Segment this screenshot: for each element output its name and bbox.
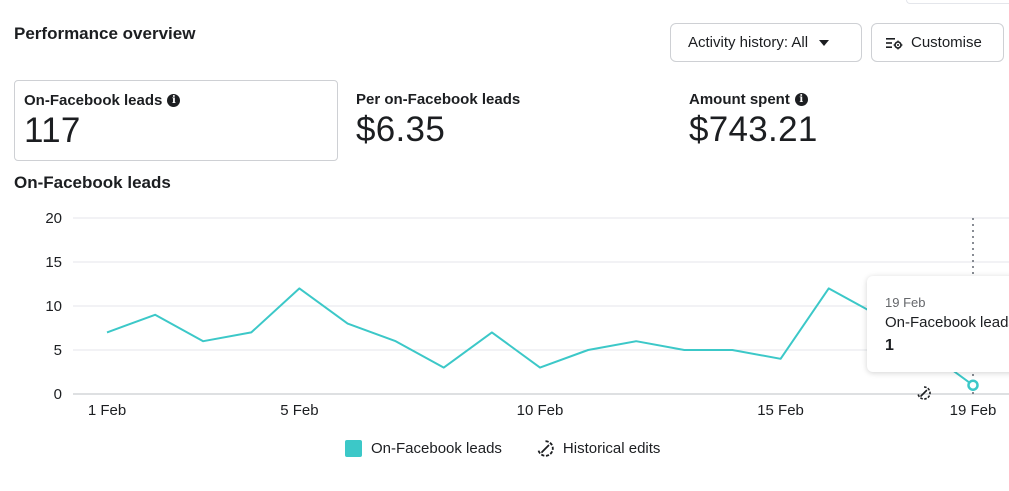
y-tick-label: 0 <box>54 386 62 403</box>
activity-history-dropdown[interactable]: Activity history: All <box>670 23 862 62</box>
tooltip-value: 1 <box>885 337 894 354</box>
customise-label: Customise <box>911 34 982 51</box>
legend-label-edits: Historical edits <box>562 440 661 457</box>
historical-edit-marker-icon <box>917 386 931 400</box>
series-line <box>106 287 974 387</box>
metric-value: 117 <box>24 111 81 150</box>
page-title: Performance overview <box>14 24 196 43</box>
data-point <box>534 362 546 374</box>
y-tick-label: 15 <box>45 254 62 271</box>
chart-tooltip: 19 Feb On-Facebook leads 1 <box>867 276 1009 372</box>
x-tick-label: 10 Feb <box>517 402 564 419</box>
metric-label: Amount spent <box>689 91 790 108</box>
legend-swatch <box>345 440 362 457</box>
info-icon[interactable]: i <box>794 93 808 106</box>
legend-item-leads[interactable]: On-Facebook leads <box>345 440 502 457</box>
data-point <box>823 282 835 294</box>
y-tick-label: 10 <box>45 298 62 315</box>
metric-label-wrap: Per on-Facebook leads <box>356 91 658 108</box>
metric-label: Per on-Facebook leads <box>356 91 521 108</box>
line-chart: 0 5 10 15 20 1 Feb 5 Feb 10 Feb 15 Feb 19 Feb <box>45 210 1009 419</box>
legend-label-leads: On-Facebook leads <box>371 440 502 457</box>
metric-label: On-Facebook leads <box>24 92 163 109</box>
y-tick-label: 20 <box>45 210 62 227</box>
metric-value: $6.35 <box>356 110 446 149</box>
x-tick-label: 15 Feb <box>757 402 804 419</box>
y-tick-label: 5 <box>54 342 62 359</box>
data-point <box>630 335 642 347</box>
data-point <box>149 309 161 321</box>
metric-card-per-on-facebook-leads[interactable]: Per on-Facebook leads $6.35 <box>347 80 667 161</box>
data-point <box>342 318 354 330</box>
highlighted-point <box>967 379 979 391</box>
legend-item-historical-edits[interactable]: Historical edits <box>536 439 661 458</box>
panel-edge <box>906 0 1009 4</box>
tooltip-date: 19 Feb <box>885 295 926 310</box>
metric-label-wrap: On-Facebook leads i <box>24 92 328 109</box>
chart-title: On-Facebook leads <box>14 173 171 192</box>
data-point <box>245 326 257 338</box>
metric-card-on-facebook-leads[interactable]: On-Facebook leads i 117 <box>14 80 338 161</box>
data-point <box>775 353 787 365</box>
data-point <box>293 282 305 294</box>
x-tick-label: 1 Feb <box>88 402 126 419</box>
historical-edits-icon <box>537 440 554 457</box>
chart-legend: On-Facebook leads Historical edits <box>345 439 694 458</box>
data-point <box>438 362 450 374</box>
metric-card-amount-spent[interactable]: Amount spent i $743.21 <box>680 80 1000 161</box>
data-point <box>101 326 113 338</box>
x-tick-label: 5 Feb <box>280 402 318 419</box>
info-icon[interactable]: i <box>167 94 181 107</box>
data-point <box>390 335 402 347</box>
data-point <box>726 344 738 356</box>
data-point <box>678 344 690 356</box>
tooltip-metric: On-Facebook leads <box>885 314 1009 331</box>
metric-value: $743.21 <box>689 110 818 149</box>
caret-down-icon <box>819 39 830 46</box>
data-point <box>197 335 209 347</box>
customise-button[interactable]: Customise <box>871 23 1004 62</box>
data-point <box>486 326 498 338</box>
customise-icon <box>886 37 903 49</box>
metric-label-wrap: Amount spent i <box>689 91 991 108</box>
data-point <box>582 344 594 356</box>
x-tick-label: 19 Feb <box>950 402 997 419</box>
activity-history-label: Activity history: All <box>688 34 809 51</box>
